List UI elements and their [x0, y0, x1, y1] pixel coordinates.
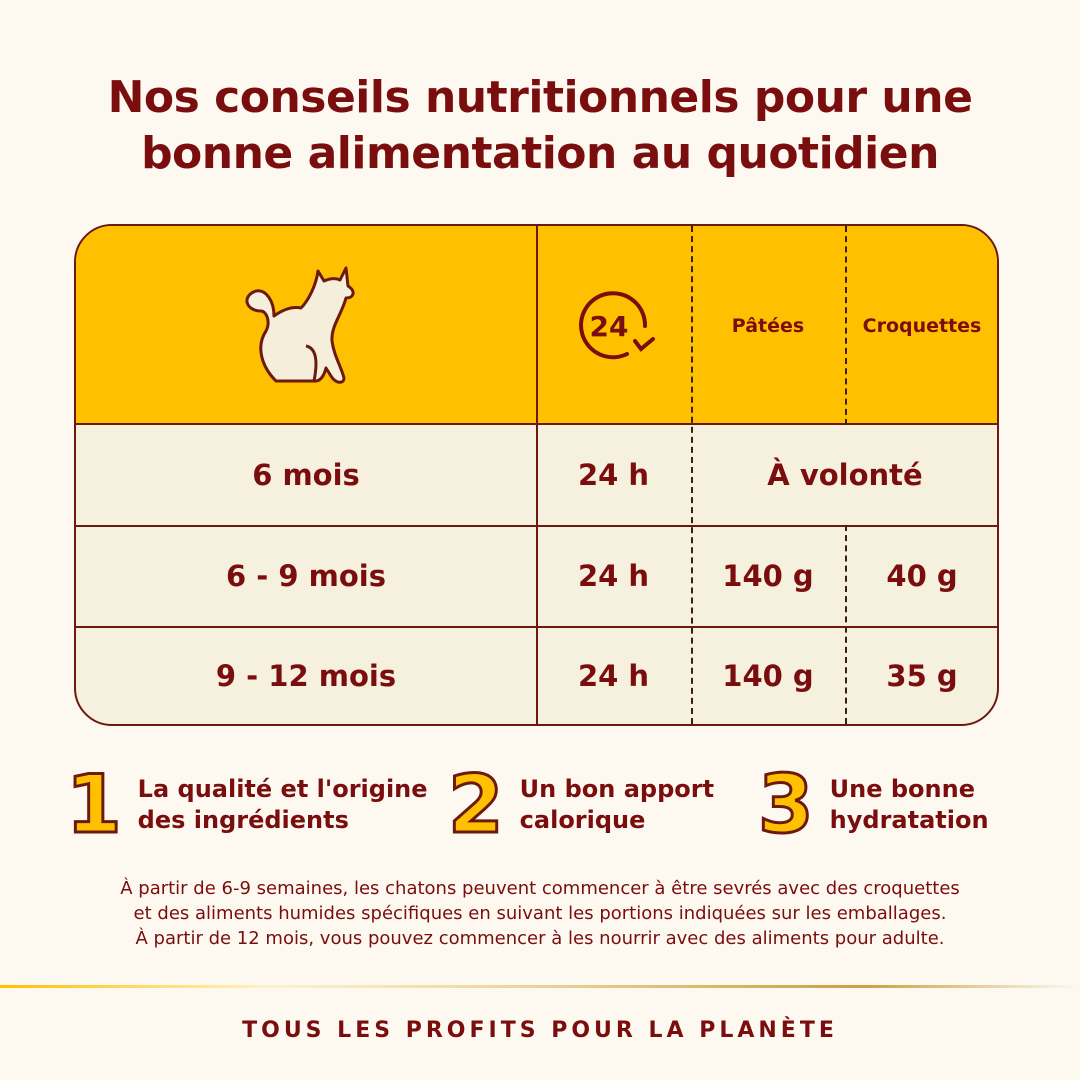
- tip-number: 2: [448, 765, 504, 845]
- tip-text: hydratation: [830, 805, 989, 836]
- row-duration: 24 h: [536, 626, 691, 726]
- row-merged: À volonté: [691, 425, 999, 525]
- row-duration: 24 h: [536, 525, 691, 626]
- feeding-table: 24 Pâtées Croquettes 6 mois 24 h À volon…: [74, 224, 999, 726]
- tip-text: Une bonne: [830, 774, 989, 805]
- row-patees: 140 g: [691, 626, 845, 726]
- tips: 1 La qualité et l'originedes ingrédients…: [0, 765, 1080, 845]
- tip-item: 3 Une bonnehydratation: [758, 765, 989, 845]
- row-patees: 140 g: [691, 525, 845, 626]
- row-age: 9 - 12 mois: [76, 626, 536, 726]
- column-header-patees: Pâtées: [691, 226, 845, 425]
- divider: [0, 985, 1080, 988]
- tip-text: calorique: [520, 805, 714, 836]
- cat-icon: [76, 226, 536, 425]
- tip-number: 1: [66, 765, 122, 845]
- duration-icon-label: 24: [589, 310, 628, 343]
- note-line: À partir de 12 mois, vous pouvez commenc…: [0, 926, 1080, 951]
- row-duration: 24 h: [536, 425, 691, 525]
- tip-item: 2 Un bon apportcalorique: [448, 765, 714, 845]
- title-line: Nos conseils nutritionnels pour une: [0, 70, 1080, 126]
- row-croquettes: 40 g: [845, 525, 999, 626]
- footer-tagline: TOUS LES PROFITS POUR LA PLANÈTE: [0, 1018, 1080, 1043]
- page-title: Nos conseils nutritionnels pour une bonn…: [0, 70, 1080, 182]
- tip-number: 3: [758, 765, 814, 845]
- tip-text: des ingrédients: [138, 805, 428, 836]
- title-line: bonne alimentation au quotidien: [0, 126, 1080, 182]
- column-header-croquettes: Croquettes: [845, 226, 999, 425]
- tip-text: La qualité et l'origine: [138, 774, 428, 805]
- duration-icon: 24: [536, 226, 691, 425]
- row-croquettes: 35 g: [845, 626, 999, 726]
- row-age: 6 mois: [76, 425, 536, 525]
- tip-text: Un bon apport: [520, 774, 714, 805]
- note-line: et des aliments humides spécifiques en s…: [0, 901, 1080, 926]
- tip-item: 1 La qualité et l'originedes ingrédients: [66, 765, 428, 845]
- note-line: À partir de 6-9 semaines, les chatons pe…: [0, 876, 1080, 901]
- note: À partir de 6-9 semaines, les chatons pe…: [0, 876, 1080, 951]
- row-age: 6 - 9 mois: [76, 525, 536, 626]
